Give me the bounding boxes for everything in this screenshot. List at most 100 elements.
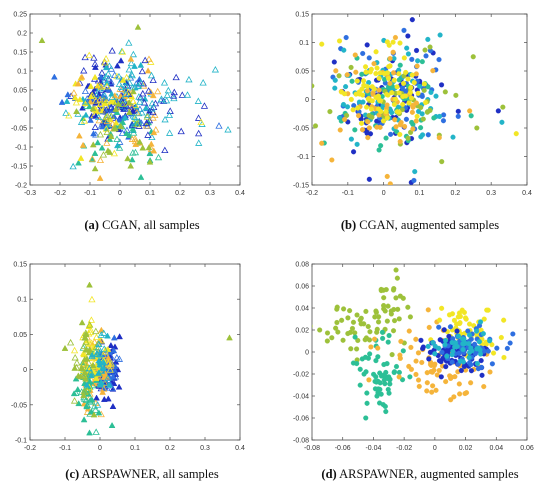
data-point — [166, 107, 174, 114]
data-point — [366, 209, 371, 214]
data-point — [415, 377, 422, 383]
data-point — [383, 135, 389, 141]
data-point — [356, 99, 362, 105]
data-point — [411, 177, 417, 184]
data-point — [455, 108, 461, 114]
data-point — [474, 361, 480, 367]
data-point — [380, 118, 387, 124]
data-point — [422, 47, 428, 53]
data-point — [407, 374, 413, 380]
data-point — [110, 366, 119, 374]
data-point — [439, 82, 445, 88]
data-point — [373, 49, 379, 55]
data-point — [131, 101, 139, 108]
data-point — [127, 55, 135, 62]
data-point — [339, 317, 345, 323]
y-tick-label-c: 0 — [23, 367, 27, 374]
data-point — [103, 82, 111, 90]
data-point — [103, 117, 111, 125]
data-point — [51, 73, 58, 80]
data-point — [426, 356, 432, 362]
data-point — [92, 374, 100, 381]
data-point — [100, 329, 108, 336]
data-point — [115, 144, 124, 151]
y-tick-label-c: 0.15 — [13, 262, 27, 269]
x-tick-label-c: 0 — [98, 445, 102, 452]
data-point — [378, 143, 384, 149]
data-point — [384, 70, 391, 76]
data-point — [393, 295, 399, 301]
y-tick-label-a: 0 — [23, 107, 27, 114]
y-tick-label-d: -0.08 — [293, 438, 309, 445]
data-point — [116, 333, 123, 340]
data-point — [91, 406, 100, 413]
data-point — [364, 130, 370, 136]
data-point — [405, 135, 411, 141]
data-point — [127, 103, 136, 111]
data-point — [385, 386, 391, 393]
data-point — [170, 88, 178, 96]
data-point — [419, 59, 425, 65]
data-point — [385, 375, 391, 381]
data-point — [421, 87, 427, 93]
caption-d: (d) ARSPAWNER, augmented samples — [321, 467, 518, 482]
x-tick-label-b: 0.1 — [415, 190, 425, 197]
data-point — [107, 360, 115, 367]
x-tick-label-c: 0.2 — [165, 445, 175, 452]
data-point — [363, 415, 369, 421]
data-point — [457, 320, 463, 326]
data-point — [440, 118, 446, 124]
data-point — [96, 156, 105, 164]
data-point — [408, 95, 414, 101]
data-point — [211, 65, 220, 73]
data-point — [147, 71, 156, 79]
data-point — [93, 394, 100, 401]
data-point — [432, 351, 438, 357]
data-point — [96, 130, 105, 138]
y-tick-label-b: 0.1 — [299, 40, 309, 47]
y-tick-label-d: 0.04 — [295, 306, 309, 313]
data-point — [136, 98, 144, 105]
data-point — [449, 359, 455, 365]
x-tick-label-d: -0.06 — [335, 445, 351, 452]
data-point — [117, 122, 125, 129]
data-point — [104, 374, 112, 381]
y-tick-label-d: 0.02 — [295, 328, 309, 335]
data-point — [82, 371, 90, 379]
data-point — [442, 89, 448, 95]
data-point — [433, 387, 439, 393]
x-tick-label-d: -0.02 — [396, 445, 412, 452]
y-tick-label-c: -0.05 — [11, 402, 27, 409]
data-point — [148, 105, 156, 112]
data-point — [92, 327, 100, 335]
data-point — [101, 58, 109, 66]
data-point — [149, 114, 157, 121]
data-point — [371, 61, 377, 67]
data-point — [97, 336, 105, 344]
data-point — [324, 338, 330, 344]
data-point — [129, 107, 137, 114]
data-point — [428, 369, 434, 375]
data-point — [369, 84, 375, 90]
data-point — [146, 158, 154, 165]
data-point — [391, 101, 397, 108]
data-point — [403, 116, 409, 122]
data-point — [139, 89, 147, 97]
data-point — [118, 48, 127, 55]
y-tick-label-b: -0.15 — [293, 183, 309, 190]
data-point — [499, 119, 505, 125]
data-point — [446, 333, 452, 339]
data-point — [437, 32, 443, 38]
data-point — [77, 154, 85, 161]
data-point — [425, 132, 431, 138]
data-point — [70, 346, 79, 354]
data-point — [100, 96, 108, 104]
data-point — [369, 114, 375, 120]
x-tick-label-d: 0 — [433, 445, 437, 452]
data-point — [90, 402, 99, 410]
data-point — [396, 374, 402, 380]
data-point — [413, 371, 419, 378]
data-point — [81, 355, 89, 362]
data-point — [185, 75, 193, 83]
data-point — [93, 379, 101, 387]
